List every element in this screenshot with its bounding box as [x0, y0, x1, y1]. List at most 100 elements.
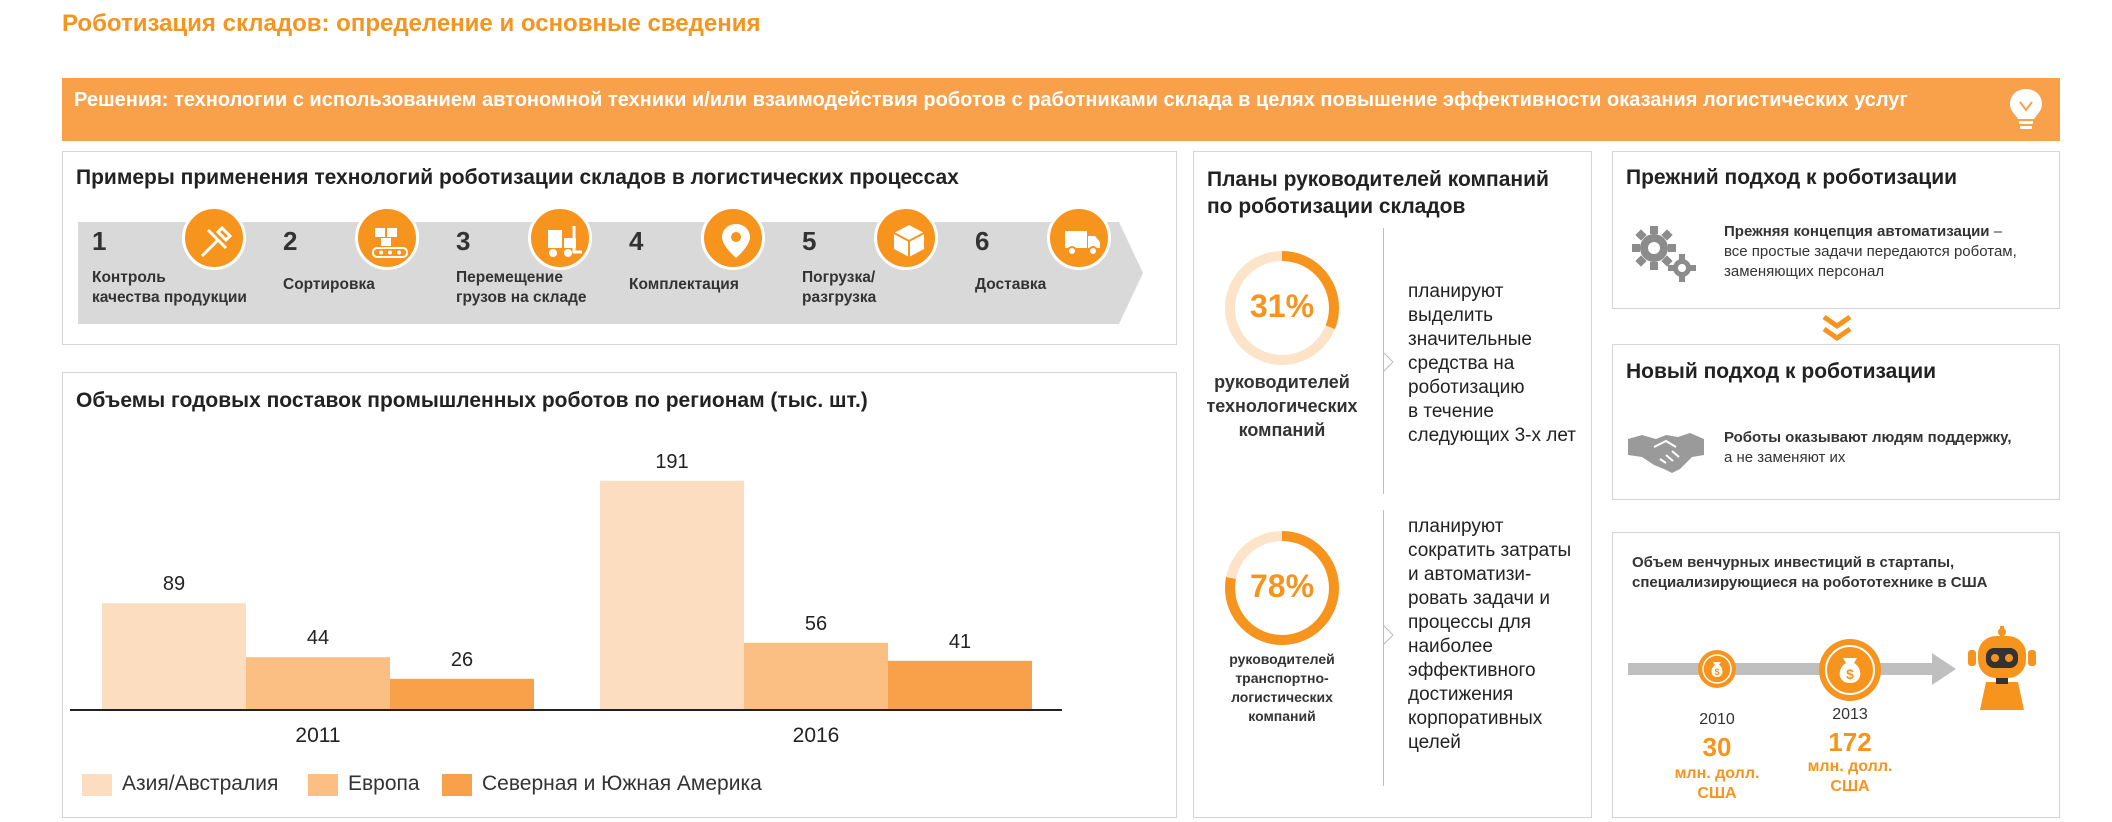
venture-unit: млн. долл. США — [1795, 757, 1905, 797]
bar-2016-1 — [744, 642, 888, 710]
bar-value-label: 89 — [162, 573, 186, 596]
plan-line: корпоративных — [1408, 708, 1543, 729]
package-icon — [874, 206, 938, 270]
step-number: 1 — [92, 226, 107, 256]
old-approach-line: все простые задачи передаются роботам, — [1724, 243, 2017, 260]
bar-value-label: 56 — [804, 612, 828, 635]
bar-value-label: 44 — [306, 627, 330, 650]
svg-text:$: $ — [1846, 666, 1854, 682]
step-number: 5 — [802, 226, 817, 256]
new-approach-title: Новый подход к роботизации — [1626, 360, 1937, 383]
venture-value: 172 — [1828, 727, 1872, 757]
plan-line: в течение — [1408, 401, 1494, 422]
conveyor-icon — [355, 206, 419, 270]
legend-label: Азия/Австралия — [122, 772, 279, 795]
banner-text: Решения: технологии с использованием авт… — [74, 89, 1908, 111]
venture-year: 2010 — [1699, 711, 1735, 728]
percent-78: 78% — [1249, 568, 1315, 604]
plan-text: планируют сократить затраты и автоматизи… — [1408, 515, 1608, 755]
bar-2016-2 — [888, 660, 1032, 710]
bar-2011-1 — [246, 657, 390, 710]
robot-icon — [1968, 626, 2036, 710]
money-bag-icon: $ — [1698, 650, 1736, 688]
legend-label: Северная и Южная Америка — [482, 772, 762, 795]
plan-line: наиболее — [1408, 636, 1493, 657]
new-approach-panel — [1612, 344, 2060, 500]
caption-line: логистических — [1231, 689, 1333, 705]
old-approach-line: заменяющих персонал — [1724, 263, 1885, 280]
plan-line: средства на — [1408, 353, 1515, 374]
legend-swatch — [308, 774, 338, 796]
lightbulb-icon — [2010, 89, 2042, 129]
step-label: Погрузка/разгрузка — [802, 269, 877, 306]
plan-line: роботизацию — [1408, 377, 1525, 398]
plan-caption: руководителей транспортно- логистических… — [1202, 650, 1362, 726]
new-approach-line: Роботы оказывают людям поддержку, — [1724, 429, 2012, 446]
bar-2011-2 — [390, 678, 534, 710]
forklift-icon — [528, 206, 592, 270]
process-title: Примеры применения технологий роботизаци… — [76, 166, 959, 189]
timeline-arrow — [1628, 653, 1956, 685]
bar-value-label: 26 — [450, 648, 474, 671]
plan-line: следующих 3-х лет — [1408, 425, 1576, 446]
donut-arc — [1225, 251, 1339, 365]
plan-line: сократить затраты — [1408, 540, 1572, 561]
bar-2011-0 — [102, 603, 246, 710]
plan-line: ровать задачи и — [1408, 588, 1550, 609]
plan-text: планируют выделить значительные средства… — [1408, 280, 1608, 448]
caption-line: транспортно- — [1235, 670, 1329, 686]
step-label: Комплектация — [629, 276, 739, 293]
plans-title-line: по роботизации складов — [1207, 195, 1466, 218]
new-approach-text: Роботы оказывают людям поддержку, а не з… — [1724, 428, 2012, 468]
venture-title-line: специализирующиеся на робототехнике в СШ… — [1632, 574, 1988, 591]
legend-swatch — [442, 774, 472, 796]
old-approach-dash: – — [1989, 223, 2003, 240]
gears-icon — [1632, 226, 1696, 282]
donut-31 — [1225, 251, 1339, 365]
percent-31: 31% — [1249, 288, 1315, 324]
plan-line: значительные — [1408, 329, 1532, 350]
venture-value: 30 — [1702, 732, 1732, 762]
plans-title-line: Планы руководителей компаний — [1207, 168, 1549, 191]
pointer-mark — [1383, 625, 1394, 645]
step-label: Доставка — [975, 276, 1047, 293]
pointer-mark — [1383, 352, 1394, 372]
caption-line: технологических — [1206, 396, 1358, 416]
caption-line: руководителей — [1214, 372, 1350, 392]
legend-swatch — [82, 774, 112, 796]
step-number: 2 — [283, 226, 298, 256]
venture-title-line: Объем венчурных инвестиций в стартапы, — [1632, 554, 1955, 571]
step-number: 3 — [456, 226, 471, 256]
plan-line: планируют — [1408, 516, 1504, 537]
double-chevron-down-icon — [1822, 315, 1852, 341]
venture-year: 2013 — [1832, 706, 1868, 723]
svg-text:$: $ — [1714, 667, 1719, 677]
truck-icon — [1047, 206, 1111, 270]
plan-line: целей — [1408, 732, 1461, 753]
step-number: 4 — [629, 226, 644, 256]
legend-label: Европа — [348, 772, 420, 795]
venture-unit-line: США — [1697, 785, 1737, 802]
divider — [1383, 510, 1384, 786]
old-approach-bold: Прежняя концепция автоматизации — [1724, 223, 1990, 240]
x-tick-label: 2011 — [295, 724, 341, 747]
money-bag-icon: $ — [1819, 639, 1881, 701]
venture-unit-line: млн. долл. — [1807, 758, 1893, 775]
new-approach-line: а не заменяют их — [1724, 449, 1846, 466]
caption-line: компаний — [1238, 420, 1326, 440]
venture-unit-line: США — [1830, 778, 1870, 795]
page-title: Роботизация складов: определение и основ… — [62, 10, 761, 37]
step-label: Перемещение грузов на складе — [456, 269, 587, 306]
location-pin-icon — [701, 206, 765, 270]
plans-title: Планы руководителей компаний по роботиза… — [1207, 166, 1549, 220]
plan-line: процессы для — [1408, 612, 1532, 633]
venture-unit-line: млн. долл. — [1674, 765, 1760, 782]
old-approach-text: Прежняя концепция автоматизации – все пр… — [1724, 222, 2017, 282]
plan-caption: руководителей технологических компаний — [1192, 370, 1372, 442]
venture-title: Объем венчурных инвестиций в стартапы, с… — [1632, 553, 1988, 593]
plan-line: планируют — [1408, 281, 1504, 302]
plan-line: и автоматизи- — [1408, 564, 1532, 585]
chart-title: Объемы годовых поставок промышленных роб… — [76, 389, 868, 412]
caption-line: компаний — [1248, 708, 1316, 724]
